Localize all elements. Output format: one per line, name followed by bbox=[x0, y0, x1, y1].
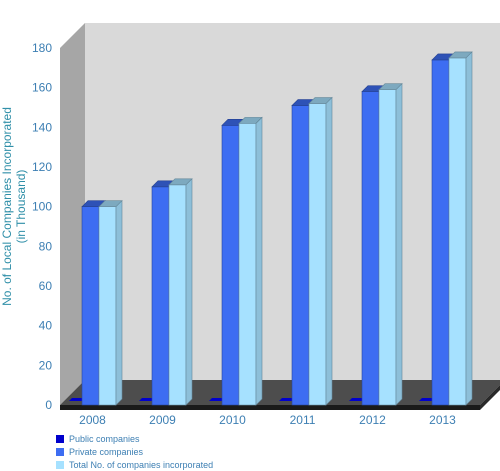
bar-private bbox=[291, 105, 310, 406]
bar-total bbox=[238, 123, 257, 406]
bar-total-side bbox=[465, 51, 473, 406]
bar-private bbox=[221, 125, 240, 406]
x-tick-label: 2013 bbox=[429, 413, 456, 427]
legend-label: Public companies bbox=[69, 433, 140, 444]
bar-total-side bbox=[325, 96, 333, 406]
x-tick-label: 2010 bbox=[219, 413, 246, 427]
legend-swatch bbox=[56, 447, 64, 456]
y-tick-label: 140 bbox=[32, 120, 52, 134]
y-tick-label: 60 bbox=[39, 279, 53, 293]
legend-label: Private companies bbox=[69, 446, 144, 457]
x-tick-label: 2008 bbox=[79, 413, 106, 427]
y-tick-label: 0 bbox=[45, 398, 52, 412]
legend-swatch bbox=[56, 460, 64, 469]
bar-private bbox=[151, 186, 170, 406]
bar-private bbox=[361, 91, 380, 406]
legend: Public companies Private companies Total N… bbox=[56, 432, 213, 471]
bar-total-side bbox=[395, 82, 403, 406]
y-axis-title: No. of Local Companies Incorporated(in T… bbox=[0, 107, 28, 306]
legend-item: Total No. of companies incorporated bbox=[56, 458, 213, 471]
bar-total bbox=[168, 184, 187, 406]
floor-edge-side bbox=[480, 385, 500, 410]
legend-label: Total No. of companies incorporated bbox=[69, 459, 214, 470]
y-tick-label: 80 bbox=[39, 239, 53, 253]
bar-total bbox=[308, 103, 327, 406]
bar-total bbox=[98, 206, 117, 406]
x-tick-label: 2012 bbox=[359, 413, 386, 427]
legend-item: Public companies bbox=[56, 432, 213, 445]
legend-item: Private companies bbox=[56, 445, 213, 458]
y-tick-label: 100 bbox=[32, 200, 52, 214]
bar-total-side bbox=[115, 199, 123, 406]
floor-edge bbox=[60, 405, 480, 410]
y-axis: 0 20 40 60 80 100 120 140 160 180 bbox=[32, 41, 52, 412]
y-tick-label: 20 bbox=[39, 358, 53, 372]
x-axis: 2008 2009 2010 2011 2012 2013 bbox=[79, 413, 456, 427]
bar-private bbox=[81, 206, 100, 406]
x-tick-label: 2009 bbox=[149, 413, 176, 427]
x-tick-label: 2011 bbox=[290, 413, 316, 427]
side-wall bbox=[60, 23, 85, 405]
y-tick-label: 180 bbox=[32, 41, 52, 55]
bar-total-side bbox=[255, 116, 263, 406]
y-tick-label: 120 bbox=[32, 160, 52, 174]
bar-total-side bbox=[185, 178, 193, 406]
bars bbox=[69, 51, 473, 406]
bar-private bbox=[431, 59, 450, 406]
y-axis-label: No. of Local Companies Incorporated(in T… bbox=[0, 107, 28, 306]
y-tick-label: 40 bbox=[39, 319, 53, 333]
bar-total bbox=[448, 57, 467, 406]
legend-swatch bbox=[56, 434, 64, 443]
y-tick-label: 160 bbox=[32, 81, 52, 95]
bar-total bbox=[378, 89, 397, 406]
